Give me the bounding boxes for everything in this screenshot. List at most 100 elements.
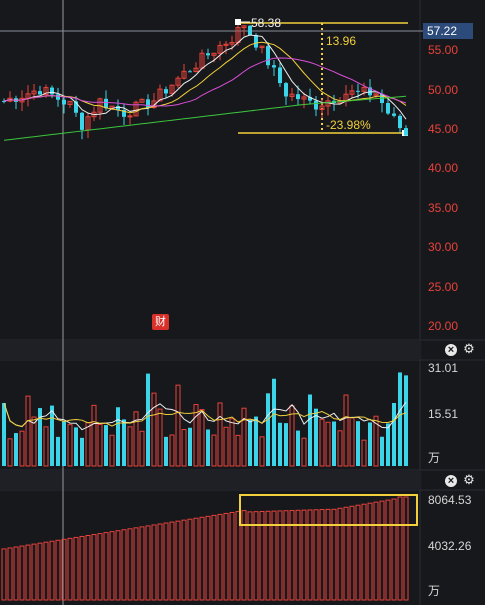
indicator-bars <box>1 496 409 601</box>
volume-bar <box>308 394 312 466</box>
volume-bar <box>2 403 6 466</box>
candle-body <box>404 128 408 136</box>
volume-bar <box>289 405 295 467</box>
indicator-settings-gear-icon[interactable]: ⚙ <box>463 472 475 487</box>
indicator-bar <box>133 527 139 601</box>
volume-bar <box>337 430 343 467</box>
volume-bar <box>206 429 210 466</box>
indicator-bar <box>391 498 397 601</box>
volume-bar <box>241 407 247 467</box>
volume-settings-gear-icon[interactable]: ⚙ <box>463 341 475 356</box>
volume-bar <box>7 438 13 467</box>
volume-bar <box>296 430 300 466</box>
candle-body <box>164 89 168 94</box>
indicator-bar <box>55 539 61 601</box>
candle-body <box>229 41 235 45</box>
volume-bar <box>139 430 145 467</box>
indicator-bar <box>241 510 247 601</box>
indicator-bar <box>343 506 349 601</box>
change-annotation: -23.98% <box>326 118 371 132</box>
indicator-bar <box>127 528 133 601</box>
high-price-annotation: 58.38 <box>251 16 282 30</box>
candle-body <box>169 84 175 94</box>
indicator-bar <box>31 543 37 601</box>
volume-bar <box>343 394 349 467</box>
volume-bar <box>235 434 241 467</box>
candle-body <box>157 88 163 102</box>
volume-bar <box>181 429 187 467</box>
volume-bar <box>151 392 157 467</box>
volume-bar <box>319 418 325 467</box>
volume-bar <box>175 384 181 467</box>
indicator-bar <box>73 536 79 601</box>
indicator-bar <box>139 526 145 601</box>
volume-bar <box>50 405 54 466</box>
candle-body <box>56 94 60 100</box>
indicator-close-icon[interactable]: × <box>445 475 457 487</box>
ma60-line <box>3 95 407 141</box>
candle-body <box>284 83 288 97</box>
volume-bar <box>266 393 270 466</box>
price-tick-4: 35.00 <box>428 201 459 215</box>
volume-bars <box>2 372 408 467</box>
volume-bar <box>229 418 235 467</box>
candle-body <box>62 99 66 105</box>
volume-bar <box>164 436 168 466</box>
indicator-bar <box>91 534 97 601</box>
candle-body <box>67 100 73 105</box>
indicator-bar <box>355 504 361 601</box>
candle-body <box>319 105 325 110</box>
indicator-bar <box>271 510 277 601</box>
volume-bar <box>74 427 78 466</box>
indicator-bar <box>223 512 229 601</box>
volume-close-icon[interactable]: × <box>445 344 457 356</box>
volume-bar <box>157 408 163 467</box>
indicator-tick-0: 8064.53 <box>428 493 472 507</box>
candle-body <box>104 98 108 109</box>
indicator-bar <box>313 509 319 601</box>
volume-bar <box>67 424 73 467</box>
indicator-bar <box>181 519 187 601</box>
candle-body <box>373 93 379 96</box>
indicator-bar <box>37 542 43 601</box>
candle-body <box>241 25 247 29</box>
current-price-label: 57.22 <box>423 23 473 39</box>
indicator-bar <box>307 509 313 601</box>
indicator-bar <box>337 507 343 601</box>
volume-bar <box>398 372 402 466</box>
volume-ma10-line <box>3 402 407 428</box>
financial-report-badge[interactable]: 财 <box>152 314 169 330</box>
price-tick-7: 20.00 <box>428 319 459 333</box>
indicator-bar <box>379 500 385 601</box>
volume-bar <box>223 426 229 467</box>
indicator-bar <box>319 509 325 601</box>
volume-bar <box>25 395 31 467</box>
volume-bar <box>104 425 108 466</box>
indicator-bar <box>7 547 13 601</box>
candle-body <box>386 103 390 114</box>
volume-bar <box>43 426 49 467</box>
candle-body <box>314 100 318 110</box>
volume-bar <box>193 404 199 467</box>
candle-body <box>80 112 84 130</box>
candle-body <box>272 65 276 68</box>
candle-body <box>308 96 312 101</box>
volume-bar <box>188 427 192 466</box>
price-tick-2: 45.00 <box>428 122 459 136</box>
volume-bar <box>31 416 37 467</box>
candle-body <box>296 94 300 100</box>
indicator-bar <box>187 518 193 601</box>
ma10-line <box>3 41 407 114</box>
volume-bar <box>109 434 115 467</box>
volume-bar <box>122 419 126 466</box>
indicator-bar <box>67 537 73 601</box>
volume-bar <box>278 422 282 466</box>
indicator-bar <box>97 533 103 601</box>
ma20-line <box>3 57 407 107</box>
volume-bar <box>56 436 60 466</box>
volume-bar <box>38 408 42 466</box>
indicator-bar <box>349 505 355 601</box>
indicator-bar <box>361 503 367 601</box>
volume-average-lines <box>3 401 407 431</box>
candle-body <box>43 87 49 96</box>
